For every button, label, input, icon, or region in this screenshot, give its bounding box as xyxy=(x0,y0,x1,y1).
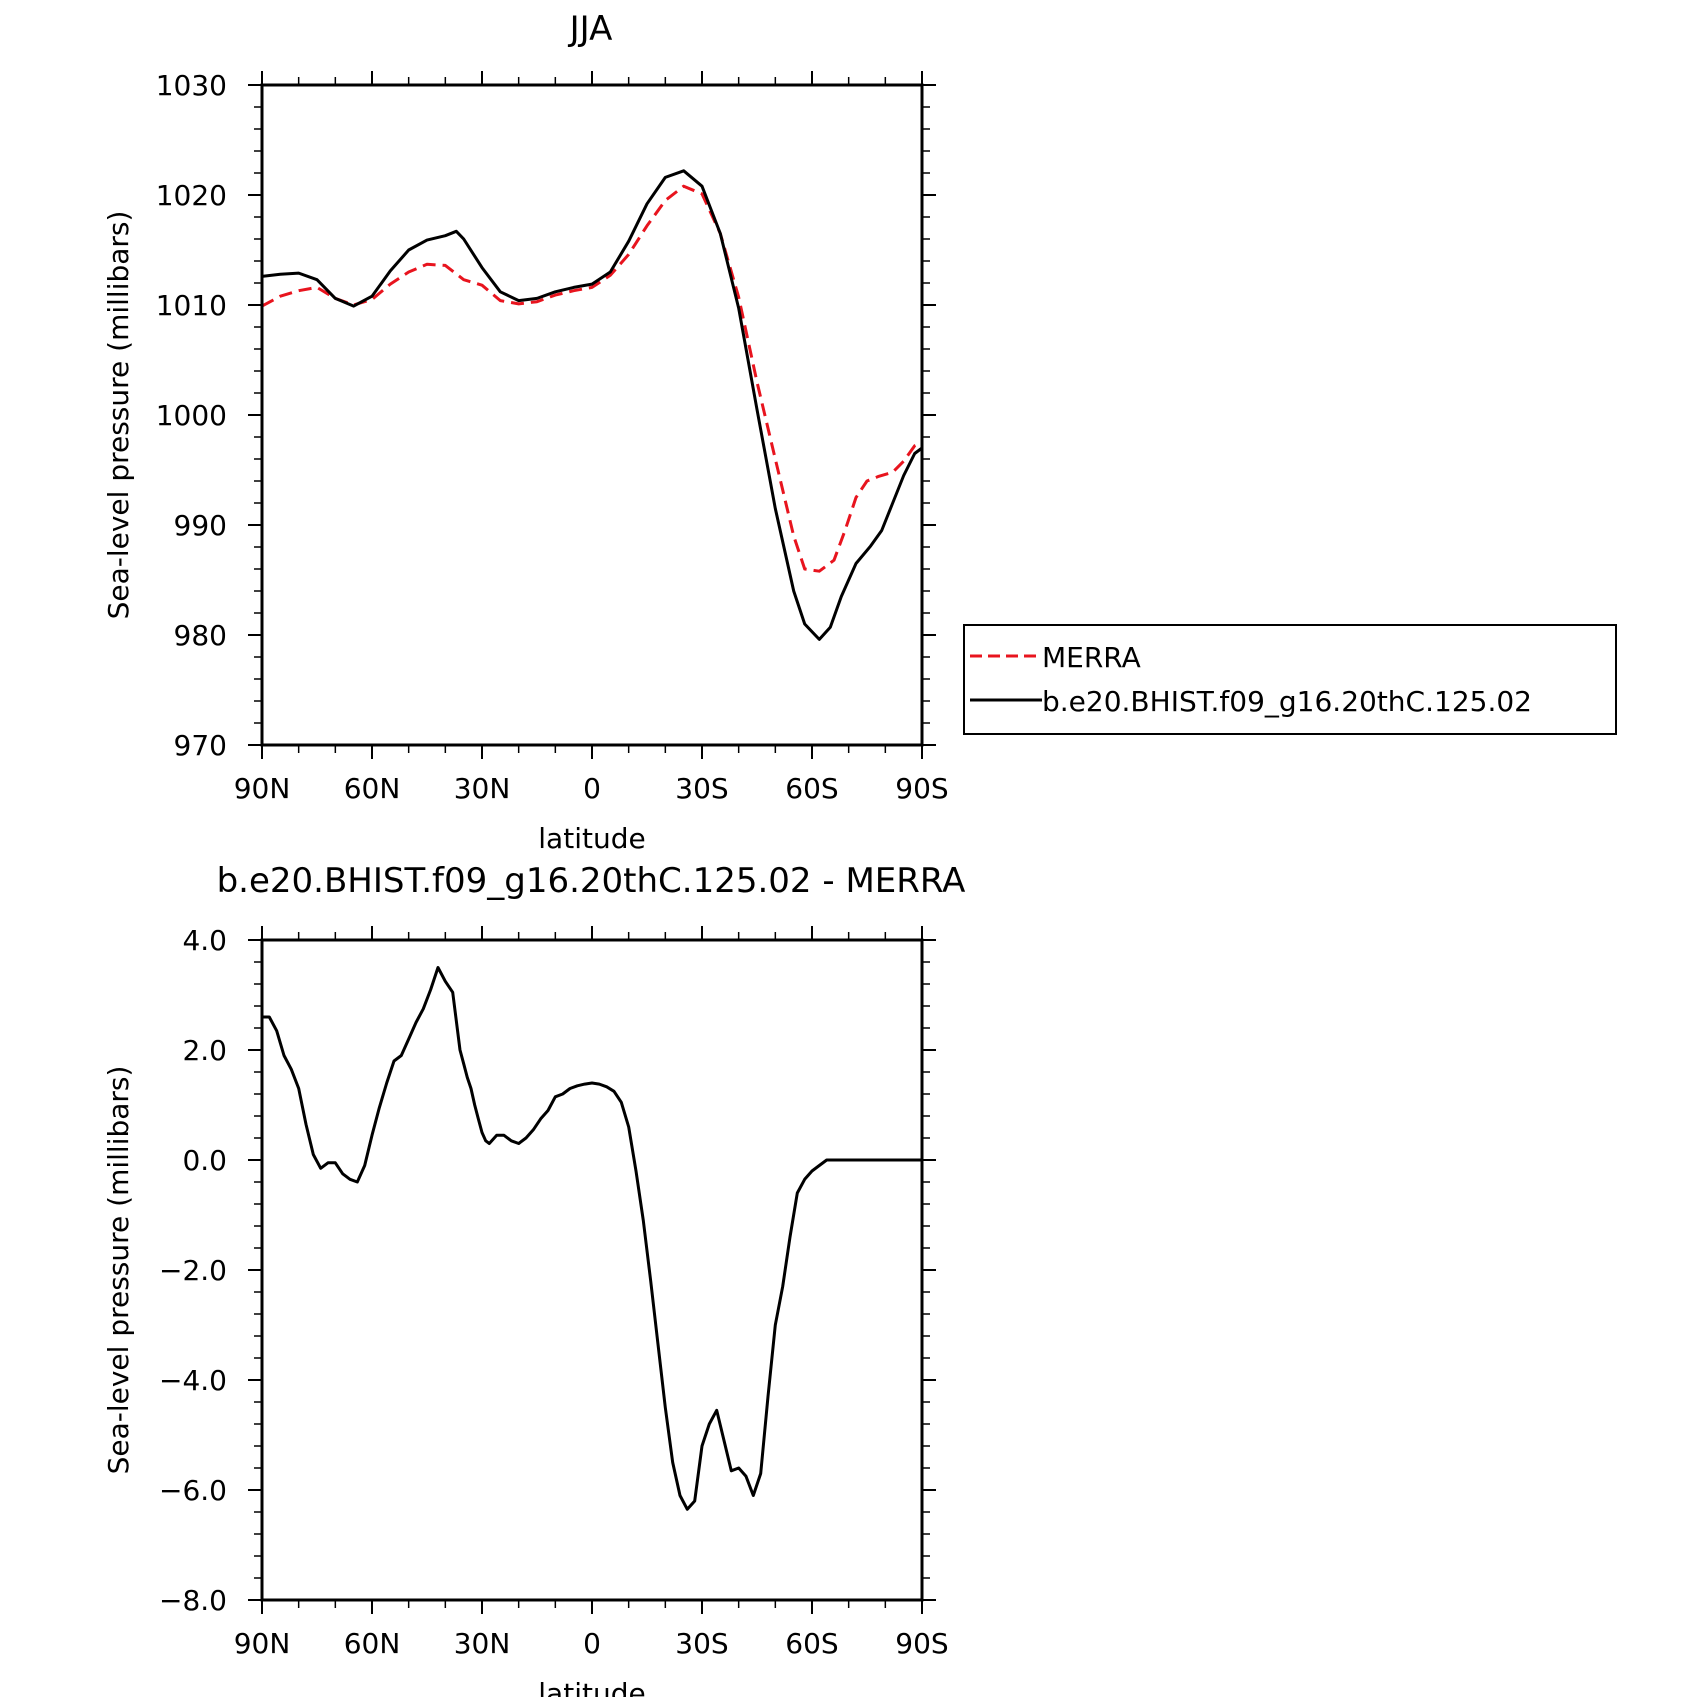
x-tick-label: 30S xyxy=(675,1627,728,1660)
y-tick-label: 1000 xyxy=(156,399,227,432)
x-tick-label: 30N xyxy=(454,1627,511,1660)
x-tick-label: 90S xyxy=(895,772,948,805)
y-tick-label: 2.0 xyxy=(182,1034,227,1067)
bottom-y-axis-label: Sea-level pressure (millibars) xyxy=(102,1066,135,1475)
top-plot-frame xyxy=(260,83,924,747)
bottom-axis-ticks xyxy=(248,926,936,1614)
top-axis-ticks xyxy=(248,71,936,759)
y-tick-label: 1020 xyxy=(156,179,227,212)
y-tick-label: −8.0 xyxy=(159,1584,227,1617)
top-chart-title: JJA xyxy=(568,9,613,49)
top-tick-labels: 90N 60N 30N 0 30S 60S 90S 970 980 990 1000 1010 1020… xyxy=(156,69,949,805)
y-tick-label: −4.0 xyxy=(159,1364,227,1397)
x-tick-label: 60N xyxy=(344,772,401,805)
legend-label-merra: MERRA xyxy=(1042,641,1141,674)
bottom-series-lines xyxy=(262,966,922,1511)
bottom-panel: b.e20.BHIST.f09_g16.20thC.125.02 - MERRA… xyxy=(102,861,965,1697)
legend: MERRA b.e20.BHIST.f09_g16.20thC.125.02 xyxy=(963,624,1617,735)
top-panel: JJA 90N 60N 30N 0 30S 60S 90S 970 980 990 1000 1010… xyxy=(102,9,949,855)
x-tick-label: 60N xyxy=(344,1627,401,1660)
legend-label-model: b.e20.BHIST.f09_g16.20thC.125.02 xyxy=(1042,685,1532,718)
y-tick-label: 1030 xyxy=(156,69,227,102)
bottom-plot-frame xyxy=(260,938,924,1602)
y-tick-label: 0.0 xyxy=(182,1144,227,1177)
bottom-chart-title: b.e20.BHIST.f09_g16.20thC.125.02 - MERRA xyxy=(217,861,966,901)
y-tick-label: 1010 xyxy=(156,289,227,322)
top-x-axis-label: latitude xyxy=(538,822,645,855)
x-tick-label: 0 xyxy=(583,772,601,805)
y-tick-label: 980 xyxy=(174,619,227,652)
top-series-lines xyxy=(261,169,923,641)
y-tick-label: 4.0 xyxy=(182,924,227,957)
series-line-difference xyxy=(262,966,922,1511)
x-tick-label: 90S xyxy=(895,1627,948,1660)
bottom-tick-labels: 90N 60N 30N 0 30S 60S 90S −8.0 −6.0 −4.0 −2.0 0.0 2.… xyxy=(159,924,949,1660)
x-tick-label: 30S xyxy=(675,772,728,805)
legend-box xyxy=(963,624,1617,735)
y-tick-label: −6.0 xyxy=(159,1474,227,1507)
series-line-b-e20-bhist-f09-g16-20thc-125-02 xyxy=(261,169,923,641)
x-tick-label: 0 xyxy=(583,1627,601,1660)
y-tick-label: 970 xyxy=(174,729,227,762)
y-tick-label: −2.0 xyxy=(159,1254,227,1287)
x-tick-label: 60S xyxy=(785,772,838,805)
y-tick-label: 990 xyxy=(174,509,227,542)
x-tick-label: 90N xyxy=(234,1627,291,1660)
x-tick-label: 60S xyxy=(785,1627,838,1660)
x-tick-label: 90N xyxy=(234,772,291,805)
top-y-axis-label: Sea-level pressure (millibars) xyxy=(102,211,135,620)
series-line-merra xyxy=(261,184,923,573)
bottom-x-axis-label: latitude xyxy=(538,1677,645,1697)
x-tick-label: 30N xyxy=(454,772,511,805)
